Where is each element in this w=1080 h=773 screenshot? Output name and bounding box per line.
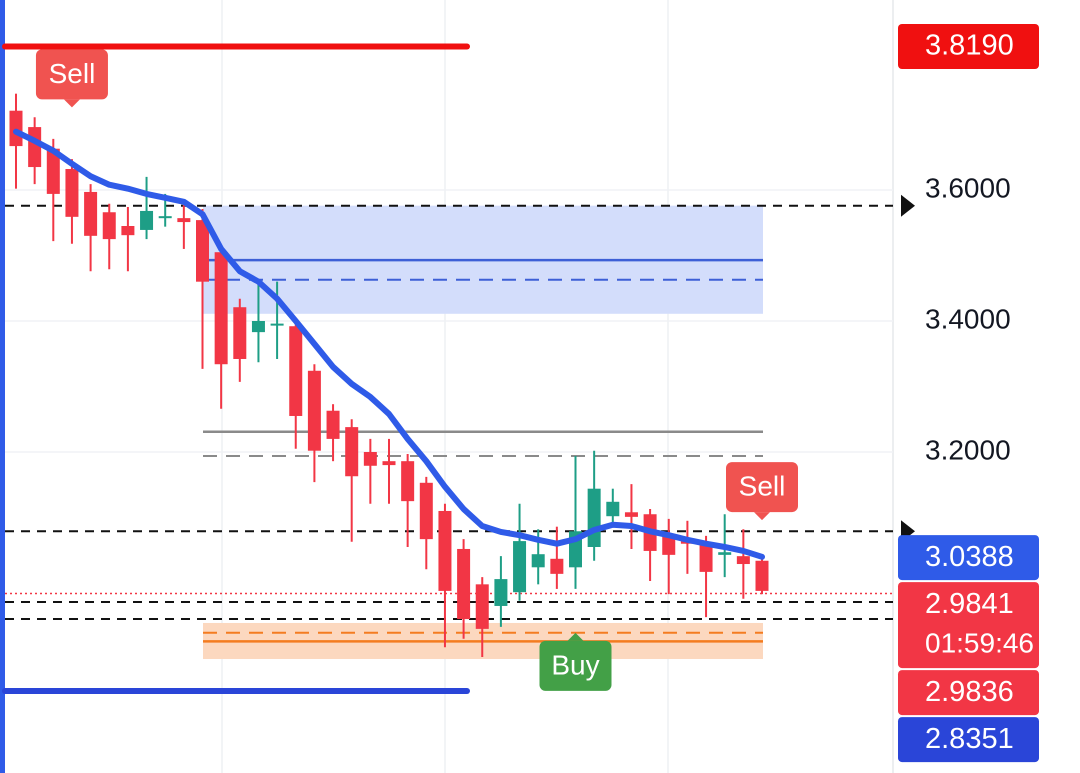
candle-body — [177, 218, 191, 223]
candle-body — [457, 548, 471, 620]
candle-body — [587, 488, 601, 547]
candle-body — [419, 482, 433, 540]
signal-badge — [35, 49, 108, 100]
price-label-box — [898, 717, 1039, 763]
y-tick-label: 3.2000 — [925, 434, 1011, 465]
left-edge — [0, 0, 5, 773]
candle-body — [84, 191, 98, 236]
candle-body — [214, 252, 228, 365]
candle-body — [475, 584, 489, 629]
candle-body — [102, 212, 116, 240]
countdown: 01:59:46 — [925, 627, 1034, 658]
candle-body — [307, 370, 321, 451]
signal-badge — [539, 640, 612, 691]
candle-body — [662, 533, 676, 555]
candle-body — [513, 541, 527, 593]
candle-body — [624, 512, 638, 517]
price-label-box — [898, 24, 1039, 70]
axis-marker — [901, 194, 915, 217]
candle-body — [65, 169, 79, 217]
price-label: 2.9836 — [925, 676, 1014, 708]
signal-pointer — [567, 632, 584, 641]
candle-body — [196, 220, 209, 282]
candle-body — [382, 461, 396, 466]
price-label: 3.0388 — [925, 541, 1014, 573]
y-tick-label: 3.4000 — [925, 303, 1011, 334]
price-label-box — [898, 582, 1039, 669]
candle-body — [718, 552, 732, 555]
candle-body — [121, 226, 135, 236]
candle-body — [755, 560, 769, 591]
candle-body — [345, 427, 359, 477]
candle-body — [531, 554, 545, 568]
price-label: 2.8351 — [925, 723, 1014, 755]
candle-body — [606, 501, 620, 517]
candle-body — [326, 410, 340, 439]
candle-body — [438, 510, 452, 591]
price-label-box — [898, 670, 1039, 716]
candle-body — [270, 323, 284, 326]
candle-body — [233, 307, 247, 359]
signal-pointer — [63, 99, 80, 108]
candle-body — [363, 452, 377, 466]
candle-body — [251, 320, 265, 333]
moving-average — [13, 128, 765, 560]
signal-pointer — [754, 512, 770, 521]
candle-body — [158, 216, 172, 219]
candle-body — [140, 210, 154, 230]
candle-body — [401, 461, 415, 502]
price-label: 2.9841 — [925, 588, 1014, 620]
signal-label: Sell — [49, 58, 96, 89]
price-label-box — [898, 535, 1039, 581]
y-tick-label: 3.6000 — [925, 172, 1011, 203]
signal-label: Buy — [551, 649, 599, 680]
candle-body — [9, 110, 23, 147]
price-label: 3.8190 — [925, 30, 1014, 62]
candle-body — [736, 556, 750, 565]
candle-body — [28, 127, 42, 168]
candle-body — [289, 326, 303, 416]
candle-body — [699, 545, 713, 572]
signal-badge — [726, 462, 798, 513]
candle-body — [494, 579, 508, 606]
candle-body — [550, 558, 564, 574]
candle-body — [46, 148, 60, 194]
signal-label: Sell — [739, 470, 786, 501]
